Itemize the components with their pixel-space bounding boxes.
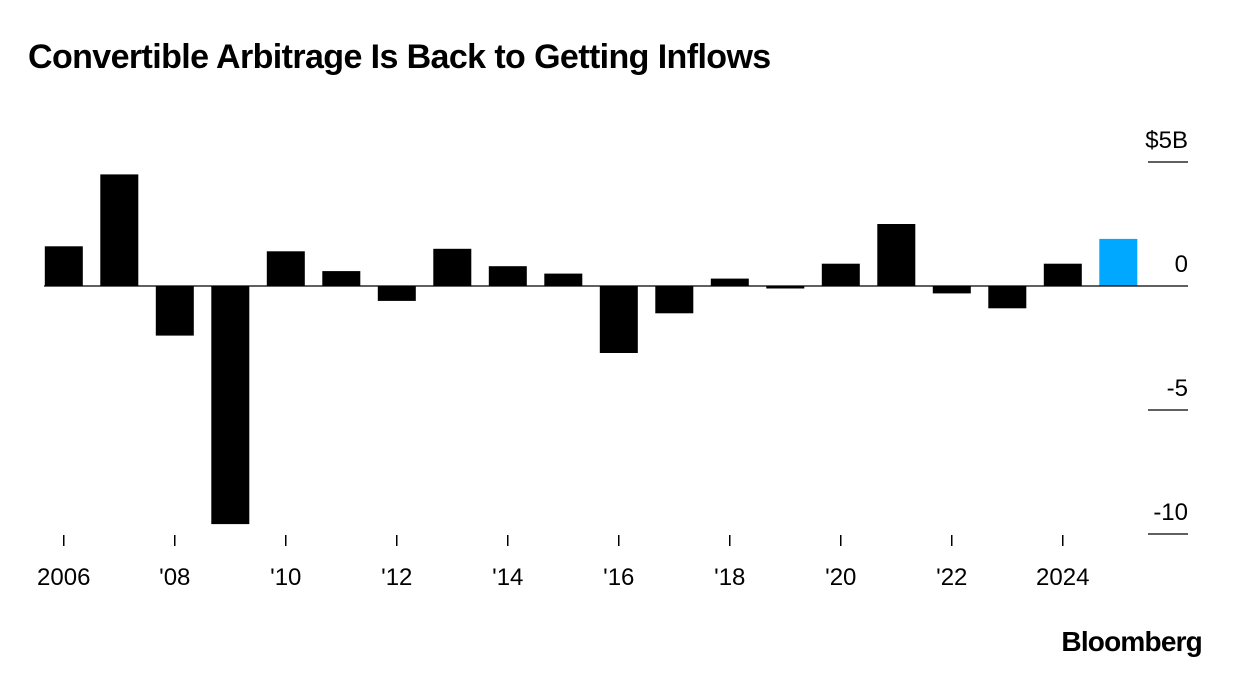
bar-2025: [1099, 238, 1138, 286]
bar-2011: [322, 271, 361, 286]
x-tick-label: '08: [159, 564, 190, 591]
bar-2007: [100, 174, 139, 286]
x-tick-label: '20: [825, 564, 856, 591]
bar-2022: [932, 286, 971, 294]
bar-2019: [766, 286, 805, 289]
bar-2013: [433, 248, 472, 286]
y-tick-label: $5B: [1145, 127, 1188, 154]
x-tick-label: '16: [603, 564, 634, 591]
bar-2014: [488, 266, 527, 286]
x-axis: 2006 '08 '10 '12 '14 '16 '18 '20 '22 2024: [37, 535, 1089, 591]
bar-2012: [377, 286, 416, 301]
x-tick-label: 2006: [37, 564, 90, 591]
x-tick-label: '18: [714, 564, 745, 591]
bar-2018: [710, 278, 749, 286]
bar-2008: [155, 286, 194, 336]
bar-2010: [266, 251, 305, 286]
bar-2017: [655, 286, 694, 314]
y-tick-label: 0: [1175, 251, 1188, 278]
bar-2016: [599, 286, 638, 353]
y-tick-label: -5: [1167, 375, 1188, 402]
x-tick-label: '14: [492, 564, 523, 591]
bloomberg-logo: Bloomberg: [1061, 626, 1202, 657]
bar-2020: [821, 263, 860, 286]
chart-title: Convertible Arbitrage Is Back to Getting…: [28, 38, 771, 76]
bars-group: [44, 174, 1138, 525]
x-tick-label: '12: [381, 564, 412, 591]
bar-2024: [1043, 263, 1082, 286]
x-tick-label: '22: [936, 564, 967, 591]
bar-2015: [544, 273, 583, 286]
x-tick-label: 2024: [1036, 564, 1089, 591]
y-axis: $5B 0 -5 -10: [1145, 127, 1188, 535]
x-tick-label: '10: [270, 564, 301, 591]
y-tick-label: -10: [1153, 499, 1188, 526]
bar-2023: [988, 286, 1027, 309]
bar-2021: [877, 224, 916, 286]
bar-2009: [211, 286, 250, 525]
bar-2006: [44, 246, 83, 286]
